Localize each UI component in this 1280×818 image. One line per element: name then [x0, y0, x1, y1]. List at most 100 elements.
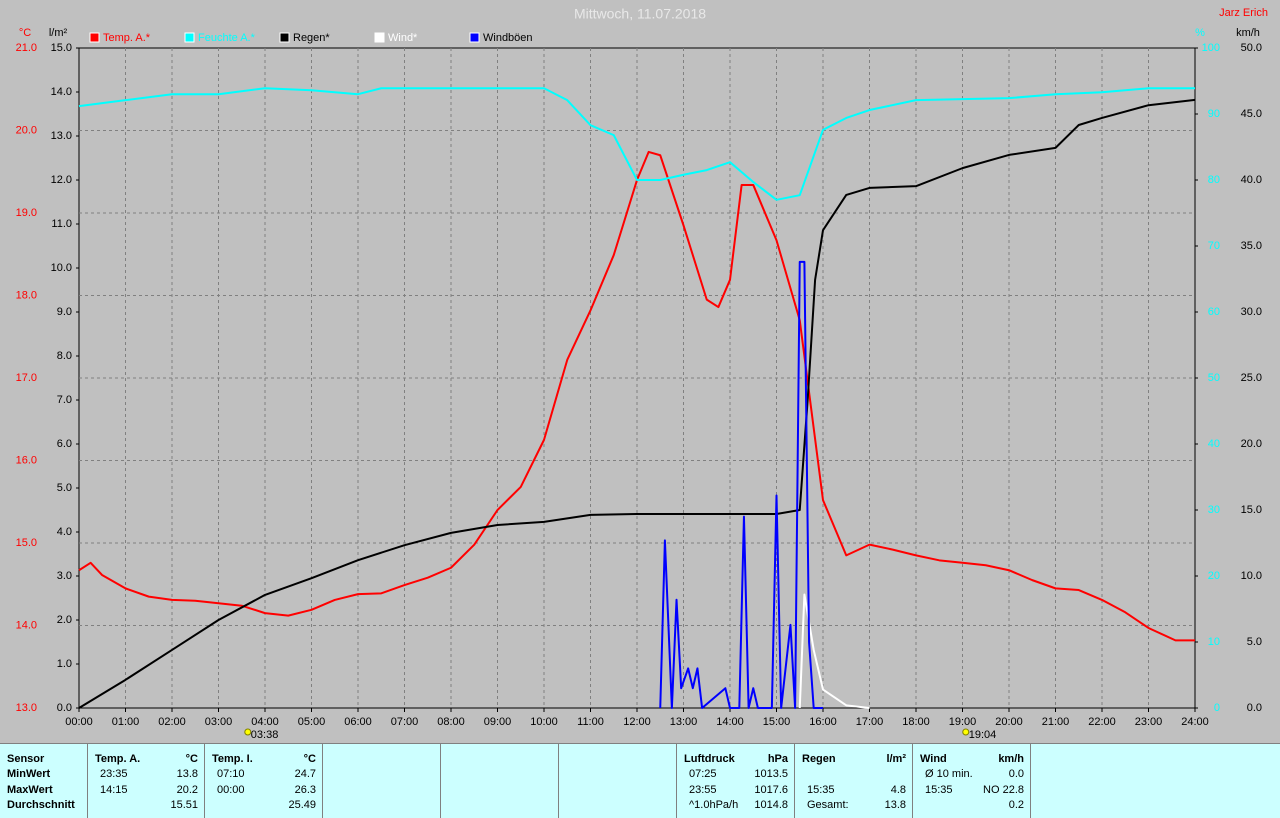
y-tick-label: 19.0 [16, 207, 37, 219]
table-cell: 1014.8 [754, 799, 788, 811]
legend-label: Feuchte A.* [198, 32, 256, 44]
series-line [659, 260, 823, 709]
x-tick-label: 08:00 [437, 716, 465, 728]
y-tick-label: 6.0 [57, 438, 72, 450]
legend-swatch [279, 32, 290, 43]
y-tick-label: 50.0 [1241, 42, 1262, 54]
x-tick-label: 18:00 [902, 716, 930, 728]
y-tick-label: 40 [1208, 438, 1220, 450]
legend-swatch [184, 32, 195, 43]
table-cell: 15:35 [925, 783, 953, 796]
x-tick-label: 24:00 [1181, 716, 1209, 728]
x-tick-label: 12:00 [623, 716, 651, 728]
y-tick-label: 1.0 [57, 658, 72, 670]
table-cell: 15:35 [807, 783, 835, 796]
column-title: Sensor [7, 753, 45, 765]
annotation: 19:04 [969, 729, 997, 741]
x-tick-label: 23:00 [1135, 716, 1163, 728]
table-cell: NO 22.8 [983, 783, 1024, 796]
x-tick-label: 17:00 [856, 716, 884, 728]
legend-swatch [469, 32, 480, 43]
series-line [78, 98, 1196, 709]
table-cell: 23:55 [689, 783, 717, 796]
table-cell: 0.0 [1008, 768, 1024, 780]
legend-swatch [89, 32, 100, 43]
axis-unit: km/h [1236, 27, 1260, 39]
x-tick-label: 15:00 [763, 716, 791, 728]
table-column: Luftdruck hPa 07:25 1013.5 23:55 1017.6 ^1.0hP… [677, 744, 795, 818]
table-cell: 4.8 [890, 783, 906, 796]
annotation: 03:38 [251, 729, 279, 741]
y-tick-label: 16.0 [16, 454, 37, 466]
y-tick-label: 90 [1208, 108, 1220, 120]
y-tick-label: 20.0 [1241, 438, 1262, 450]
chart-title: Mittwoch, 11.07.2018 [574, 6, 706, 22]
table-cell: 0.2 [1008, 799, 1024, 811]
y-tick-label: 40.0 [1241, 174, 1262, 186]
y-tick-label: 14.0 [16, 619, 37, 631]
y-tick-label: 7.0 [57, 394, 72, 406]
table-column: Wind km/h Ø 10 min. 0.0 15:35 NO 22.8 0.2 [913, 744, 1031, 818]
y-tick-label: 10.0 [51, 262, 72, 274]
y-tick-label: 0.0 [57, 702, 72, 714]
table-cell: Ø 10 min. [925, 768, 973, 780]
table-column [323, 744, 441, 818]
y-tick-label: 80 [1208, 174, 1220, 186]
sun-marker [244, 728, 252, 736]
y-tick-label: 13.0 [51, 130, 72, 142]
x-tick-label: 14:00 [716, 716, 744, 728]
x-tick-label: 01:00 [112, 716, 140, 728]
sun-marker [962, 728, 970, 736]
legend-swatch [374, 32, 385, 43]
y-tick-label: 15.0 [16, 537, 37, 549]
y-tick-label: 0.0 [1247, 702, 1262, 714]
column-unit: km/h [998, 753, 1024, 765]
table-cell: MinWert [7, 768, 51, 780]
series-line [78, 150, 1195, 642]
column-unit: °C [185, 753, 198, 765]
y-tick-label: 13.0 [16, 702, 37, 714]
table-column: Regen l/m² 15:35 4.8 Gesamt: 13.8 [795, 744, 913, 818]
table-column: Temp. A. °C 23:35 13.8 14:15 20.2 15.51 [88, 744, 205, 818]
chart: Mittwoch, 11.07.2018 Jarz Erich 00:00 01:… [16, 6, 1268, 741]
x-tick-label: 19:00 [949, 716, 977, 728]
column-title: Temp. I. [212, 753, 253, 765]
y-tick-label: 11.0 [51, 218, 72, 230]
grid [79, 48, 1195, 708]
x-tick-label: 13:00 [670, 716, 698, 728]
y-tick-label: 12.0 [51, 174, 72, 186]
y-tick-label: 10 [1208, 636, 1220, 648]
x-tick-label: 11:00 [577, 716, 604, 728]
x-tick-label: 04:00 [251, 716, 279, 728]
y-tick-label: 50 [1208, 372, 1220, 384]
table-cell: 13.8 [176, 768, 198, 780]
y-tick-label: 15.0 [51, 42, 72, 54]
x-tick-label: 06:00 [344, 716, 372, 728]
table-cell: 07:10 [217, 768, 245, 780]
table-cell: 1017.6 [754, 783, 788, 796]
y-tick-label: 70 [1208, 240, 1220, 252]
x-tick-label: 20:00 [995, 716, 1023, 728]
y-tick-label: 14.0 [51, 86, 72, 98]
y-tick-label: 30.0 [1241, 306, 1262, 318]
y-tick-label: 17.0 [16, 372, 37, 384]
table-column [559, 744, 677, 818]
table-cell: 24.7 [294, 768, 316, 780]
column-unit: l/m² [886, 753, 906, 765]
x-tick-label: 21:00 [1042, 716, 1070, 728]
y-tick-label: 60 [1208, 306, 1220, 318]
table-cell: 13.8 [884, 799, 906, 811]
y-tick-label: 30 [1208, 504, 1220, 516]
y-tick-label: 10.0 [1241, 570, 1262, 582]
y-tick-label: 8.0 [57, 350, 72, 362]
table-cell: 14:15 [100, 783, 128, 796]
column-title: Wind [920, 753, 947, 765]
table-cell: 20.2 [176, 783, 198, 796]
y-tick-label: 5.0 [1247, 636, 1262, 648]
series-line [78, 87, 1195, 201]
table-cell: 1013.5 [754, 768, 788, 780]
y-tick-label: 100 [1202, 42, 1220, 54]
column-title: Temp. A. [95, 753, 141, 765]
y-tick-label: 9.0 [57, 306, 72, 318]
series-line [798, 593, 870, 709]
